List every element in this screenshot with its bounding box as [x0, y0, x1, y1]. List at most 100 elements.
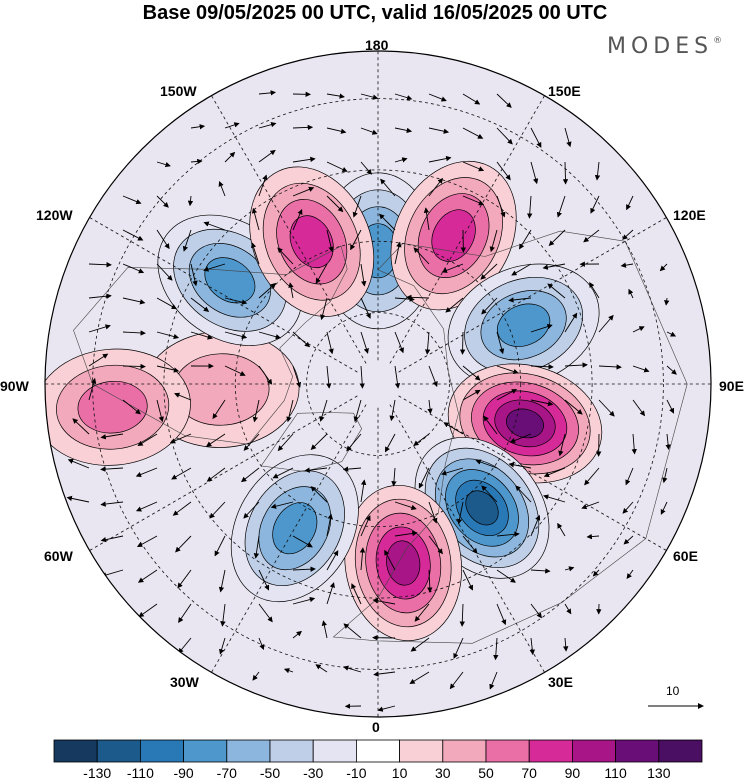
wind-arrow [625, 467, 634, 486]
wind-arrow [310, 486, 328, 503]
wind-arrow [632, 365, 650, 373]
colorbar-swatch [312, 739, 357, 763]
colorbar-swatch [658, 739, 703, 763]
wind-arrow [292, 186, 315, 197]
wind-arrow [220, 603, 226, 627]
wind-arrow [428, 155, 452, 163]
wind-arrow [88, 377, 97, 401]
wind-arrow [496, 93, 512, 108]
wind-arrow [620, 262, 634, 268]
wind-arrow [530, 324, 553, 333]
wind-arrow [72, 418, 90, 435]
wind-arrow [283, 668, 294, 674]
wind-arrow [563, 637, 569, 652]
wind-arrow [481, 297, 498, 315]
lon-label-150w: 150W [160, 83, 197, 99]
wind-arrow [360, 297, 371, 319]
wind-arrow [342, 466, 362, 472]
colorbar-tick-label: 50 [478, 765, 494, 781]
wind-arrow [218, 637, 226, 655]
wind-arrow [326, 161, 348, 172]
wind-arrow [122, 297, 146, 305]
reference-vector-label: 10 [666, 684, 680, 698]
brand-logo: MODES® [607, 34, 723, 59]
wind-arrow [581, 501, 600, 510]
wind-arrow [428, 501, 438, 524]
wind-arrow [377, 705, 396, 712]
wind-arrow [360, 331, 369, 354]
wind-arrow [418, 467, 430, 489]
wind-arrow [258, 569, 270, 591]
map-boundary [44, 50, 712, 718]
wind-arrow [515, 485, 532, 503]
wind-arrow [628, 288, 634, 299]
wind-arrow [258, 121, 277, 129]
wind-arrow [542, 263, 566, 270]
wind-arrow [530, 161, 539, 185]
wind-arrow [462, 535, 478, 554]
wind-arrow [315, 263, 328, 284]
wind-arrow [209, 501, 226, 519]
wind-arrow [138, 603, 158, 618]
wind-arrow [414, 603, 430, 622]
wind-arrow [462, 389, 481, 401]
wind-arrow [496, 365, 519, 375]
colorbar-swatch [572, 739, 617, 763]
wind-arrow [564, 127, 572, 148]
wind-arrow [406, 294, 430, 301]
wind-arrow [178, 637, 192, 654]
wind-arrow [258, 90, 276, 96]
anomaly-contour [506, 408, 544, 439]
wind-arrow [626, 569, 634, 580]
wind-arrow [122, 399, 141, 415]
wind-arrow [360, 161, 372, 175]
wind-arrow [511, 263, 532, 276]
wind-arrow [292, 124, 314, 131]
wind-arrow [564, 362, 588, 368]
wind-arrow [456, 501, 464, 525]
colorbar-tick-label: -10 [346, 765, 367, 781]
wind-arrow [190, 124, 206, 130]
wind-arrow [428, 93, 447, 102]
wind-arrow [205, 433, 226, 447]
wind-arrow [137, 433, 158, 446]
wind-arrow [428, 177, 443, 197]
wind-arrow [666, 331, 677, 337]
colorbar-swatch [53, 739, 98, 763]
wind-arrow [632, 326, 645, 333]
wind-arrow [326, 513, 333, 537]
colorbar-swatch [183, 739, 228, 763]
wind-arrow [156, 399, 164, 423]
wind-arrow [66, 495, 90, 503]
lon-label-150e: 150E [548, 83, 581, 99]
colorbar-swatch [96, 739, 141, 763]
wind-arrow [564, 603, 572, 615]
wind-arrow [530, 399, 554, 407]
colorbar-tick-label: 10 [391, 765, 408, 781]
colorbar-swatch [485, 739, 530, 763]
wind-arrow [100, 501, 124, 507]
wind-arrow [243, 501, 260, 519]
wind-arrow [177, 569, 192, 589]
colorbar-tick-label: -90 [173, 765, 194, 781]
wind-arrow [88, 324, 111, 333]
wind-arrow [453, 637, 464, 659]
wind-arrow [286, 399, 294, 423]
wind-arrow [584, 467, 600, 486]
wind-arrow [326, 229, 334, 253]
wind-arrow [310, 433, 328, 451]
wind-arrow [218, 180, 226, 197]
wind-arrow [214, 535, 226, 557]
wind-arrow [288, 282, 294, 299]
lon-label-60w: 60W [44, 548, 73, 564]
wind-arrow [258, 637, 265, 651]
wind-arrow [277, 247, 294, 265]
coastline-2 [332, 230, 688, 644]
colorbar-tick-label: -110 [126, 765, 154, 781]
wind-arrow [373, 671, 396, 677]
wind-arrow [319, 399, 328, 422]
wind-arrow [224, 297, 248, 305]
wind-arrow [378, 213, 396, 231]
wind-arrow [543, 494, 566, 503]
wind-arrow [315, 664, 328, 673]
